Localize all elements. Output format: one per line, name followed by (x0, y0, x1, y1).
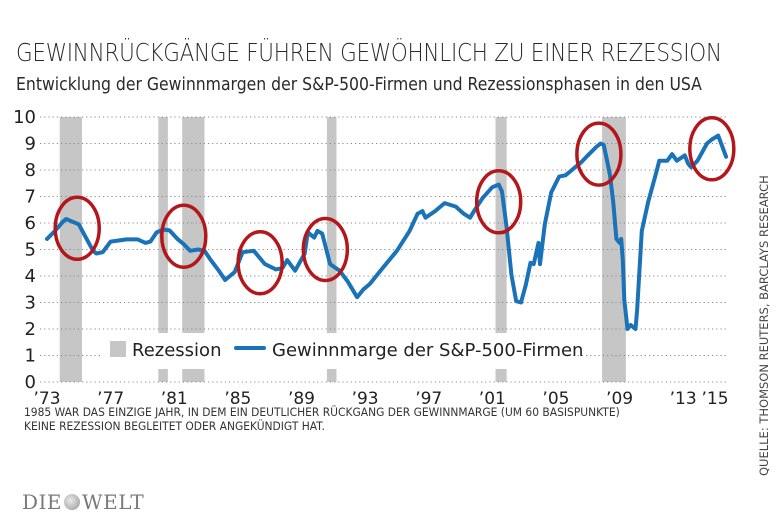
x-tick-label: ’77 (97, 389, 124, 409)
y-tick-label: 8 (25, 160, 36, 181)
margin-line-1 (45, 133, 729, 331)
annotation-circle-4 (301, 216, 350, 283)
y-tick-label: 9 (25, 134, 36, 155)
logo-text-welt: WELT (82, 490, 145, 514)
annotation-circle-3 (236, 230, 284, 296)
x-tick-label: ’01 (479, 389, 506, 409)
x-tick-label: ’13 (670, 389, 697, 409)
source-credit: QUELLE: THOMSON REUTERS, BARCLAYS RESEAR… (757, 175, 771, 476)
y-tick-label: 7 (25, 187, 36, 208)
y-axis-ticks: 0 1 2 3 4 5 6 7 8 9 10 (13, 107, 36, 393)
recession-bar-5 (495, 117, 507, 382)
y-tick-label: 0 (25, 372, 36, 393)
annotation-circle-2 (160, 203, 208, 269)
legend-margin-label: Gewinnmarge der S&P-500-Firmen (272, 340, 583, 361)
footnote: 1985 WAR DAS EINZIGE JAHR, IN DEM EIN DE… (24, 405, 620, 433)
y-tick-label: 10 (13, 107, 36, 128)
y-tick-label: 5 (25, 240, 36, 261)
legend-recession-label: Rezession (132, 340, 221, 361)
x-tick-label: ’93 (352, 389, 379, 409)
x-tick-label: ’81 (161, 389, 188, 409)
x-tick-label: ’89 (288, 389, 315, 409)
footnote-line-2: KEINE REZESSION BEGLEITET ODER ANGEKÜNDI… (24, 419, 325, 433)
x-tick-label: ’85 (224, 389, 251, 409)
legend-recession-swatch (110, 341, 126, 357)
annotation-circle-6 (575, 121, 623, 187)
y-tick-label: 2 (25, 319, 36, 340)
margin-series (45, 133, 729, 331)
annotation-circles (53, 116, 736, 296)
x-tick-label: ’97 (415, 389, 442, 409)
annotation-circle-7 (688, 116, 736, 182)
annotation-circle-1 (53, 195, 101, 262)
y-tick-label: 4 (25, 266, 36, 287)
recession-bar-1 (59, 117, 82, 382)
chart-subtitle: Entwicklung der Gewinnmargen der S&P-500… (16, 74, 702, 95)
annotation-circle-5 (474, 169, 523, 235)
y-tick-label: 6 (25, 213, 36, 234)
y-tick-label: 1 (25, 346, 36, 367)
legend-box (101, 333, 568, 369)
x-tick-label: ’73 (33, 389, 60, 409)
legend-background (101, 333, 568, 369)
x-tick-label: ’05 (542, 389, 569, 409)
die-welt-logo: DIE WELT (22, 490, 144, 514)
y-tick-label: 3 (25, 293, 36, 314)
x-tick-label: ’09 (606, 389, 633, 409)
legend: Rezession Gewinnmarge der S&P-500-Firmen (110, 340, 583, 361)
recession-bar-4 (326, 117, 337, 382)
logo-text-die: DIE (22, 490, 63, 514)
footnote-line-1: 1985 WAR DAS EINZIGE JAHR, IN DEM EIN DE… (24, 405, 620, 419)
x-tick-label: ’15 (701, 389, 728, 409)
x-axis-ticks: ’73 ’77 ’81 ’85 ’89 ’93 ’97 ’01 ’05 ’09 ’13’15 (33, 389, 728, 409)
globe-icon (64, 494, 81, 510)
chart-title: GEWINNRÜCKGÄNGE FÜHREN GEWÖHNLICH ZU EIN… (16, 38, 722, 67)
